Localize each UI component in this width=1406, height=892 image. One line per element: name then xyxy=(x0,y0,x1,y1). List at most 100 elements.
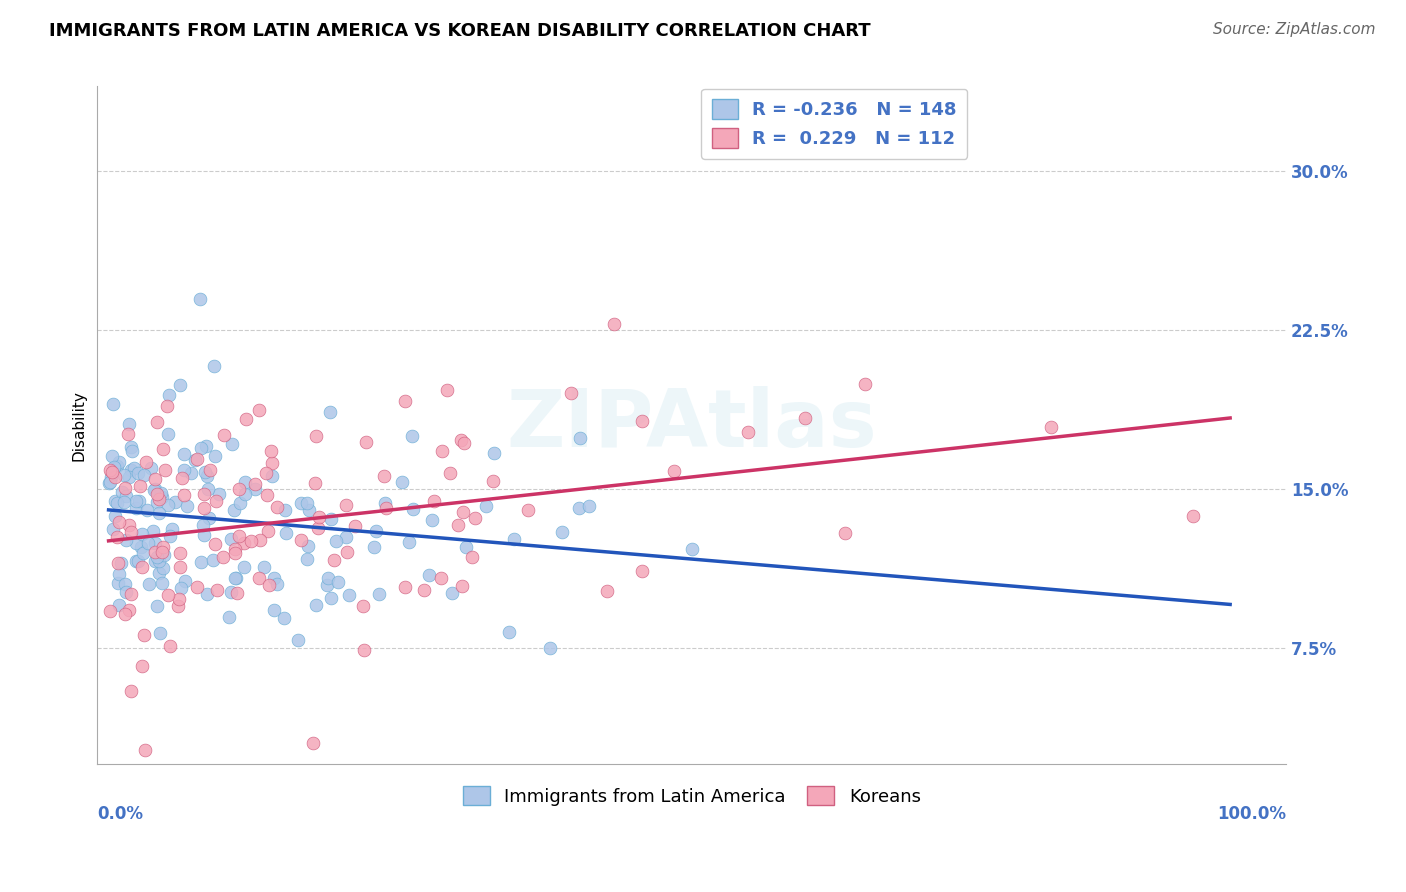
Point xyxy=(319,405,342,419)
Point xyxy=(105,458,128,473)
Point xyxy=(183,452,205,467)
Point xyxy=(148,491,170,506)
Point xyxy=(204,493,226,508)
Point xyxy=(568,501,591,516)
Point xyxy=(363,541,385,555)
Point xyxy=(247,403,270,417)
Point xyxy=(173,447,195,461)
Point xyxy=(98,475,121,489)
Point xyxy=(502,533,524,547)
Point xyxy=(98,476,121,491)
Point xyxy=(259,577,281,591)
Point xyxy=(132,546,155,560)
Point xyxy=(253,560,276,574)
Point xyxy=(107,556,129,570)
Point xyxy=(298,502,321,516)
Point xyxy=(354,435,377,450)
Point xyxy=(159,529,181,543)
Point xyxy=(344,519,367,533)
Point xyxy=(232,535,254,549)
Point xyxy=(167,599,190,613)
Point xyxy=(188,292,211,306)
Point xyxy=(482,474,505,488)
Point xyxy=(129,540,152,554)
Point xyxy=(127,554,149,568)
Point xyxy=(101,522,124,536)
Point xyxy=(157,388,180,402)
Point xyxy=(145,549,167,564)
Point xyxy=(430,444,453,458)
Point xyxy=(273,611,295,625)
Point xyxy=(159,639,181,653)
Text: 0.0%: 0.0% xyxy=(97,805,143,823)
Point xyxy=(105,530,128,544)
Point xyxy=(114,533,136,547)
Point xyxy=(1182,508,1205,523)
Point xyxy=(117,427,139,442)
Point xyxy=(224,546,246,560)
Point xyxy=(233,487,256,501)
Point xyxy=(142,483,165,498)
Point xyxy=(569,431,592,445)
Point xyxy=(136,503,159,517)
Point xyxy=(197,482,219,496)
Point xyxy=(402,501,425,516)
Point xyxy=(322,552,344,566)
Point xyxy=(169,559,191,574)
Point xyxy=(304,598,326,612)
Point xyxy=(195,469,218,483)
Point xyxy=(834,525,856,540)
Point xyxy=(114,585,136,599)
Point xyxy=(173,463,195,477)
Point xyxy=(398,535,420,549)
Point xyxy=(173,574,195,588)
Text: ZIPAtlas: ZIPAtlas xyxy=(506,386,877,465)
Point xyxy=(120,463,142,477)
Point xyxy=(297,539,319,553)
Point xyxy=(146,494,169,508)
Point xyxy=(603,317,626,331)
Point xyxy=(274,525,297,540)
Point xyxy=(319,512,342,526)
Point xyxy=(260,443,283,458)
Point xyxy=(413,583,436,598)
Point xyxy=(125,535,148,549)
Point xyxy=(224,571,246,585)
Point xyxy=(464,511,486,525)
Point xyxy=(118,470,141,484)
Text: 100.0%: 100.0% xyxy=(1218,805,1286,823)
Point xyxy=(180,466,202,480)
Point xyxy=(193,528,215,542)
Point xyxy=(420,513,443,527)
Point xyxy=(498,625,520,640)
Point xyxy=(176,499,198,513)
Point xyxy=(336,545,359,559)
Point xyxy=(107,515,129,529)
Point xyxy=(170,471,193,485)
Point xyxy=(190,441,212,455)
Point xyxy=(391,475,413,489)
Point xyxy=(287,632,309,647)
Point xyxy=(254,466,277,480)
Point xyxy=(193,501,215,516)
Point xyxy=(131,526,153,541)
Point xyxy=(143,536,166,550)
Point xyxy=(681,542,703,557)
Point xyxy=(305,429,328,443)
Point xyxy=(290,533,312,547)
Point xyxy=(235,412,257,426)
Point xyxy=(132,628,155,642)
Point xyxy=(103,459,125,474)
Point xyxy=(243,483,266,497)
Point xyxy=(560,385,582,400)
Point xyxy=(157,588,180,602)
Point xyxy=(195,587,218,601)
Point xyxy=(201,553,224,567)
Point xyxy=(112,467,135,482)
Point xyxy=(247,571,270,585)
Point xyxy=(482,445,505,459)
Point xyxy=(260,456,283,470)
Point xyxy=(108,455,131,469)
Point xyxy=(152,560,174,574)
Point xyxy=(142,524,165,538)
